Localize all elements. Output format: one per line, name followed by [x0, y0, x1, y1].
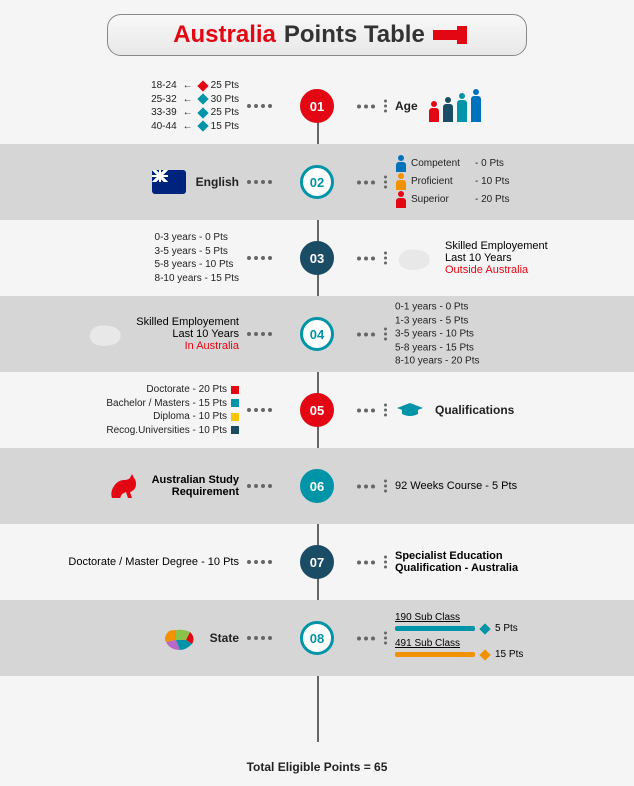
section-02: 02 English Competent - 0 PtsProficient - 1… — [0, 144, 634, 220]
dots-right — [357, 632, 387, 645]
data-rows: 0-3 years - 0 Pts3-5 years - 5 Pts5-8 ye… — [155, 231, 239, 285]
dash-icon — [433, 30, 461, 40]
dots-right — [357, 556, 387, 569]
node-01: 01 — [300, 89, 334, 123]
section-06: 06 Australian StudyRequirement 92 Weeks Co… — [0, 448, 634, 524]
data-rows: Doctorate - 20 Pts Bachelor / Masters - … — [106, 383, 239, 437]
dots-left — [247, 256, 272, 260]
sub-class-bars: 190 Sub Class 5 Pts 491 Sub Class 15 Pts — [395, 612, 523, 664]
right-content-08: 190 Sub Class 5 Pts 491 Sub Class 15 Pts — [395, 612, 523, 664]
australia-map-icon — [160, 622, 200, 654]
section-04: 04 Skilled EmployementLast 10 YearsIn Aus… — [0, 296, 634, 372]
side-label: Age — [395, 99, 418, 113]
side-label: State — [210, 631, 239, 645]
left-content-03: 0-3 years - 0 Pts3-5 years - 5 Pts5-8 ye… — [155, 231, 239, 285]
dots-left — [247, 332, 272, 336]
dots-left — [247, 636, 272, 640]
australia-icon — [86, 318, 126, 350]
section-05: 05 Doctorate - 20 Pts Bachelor / Masters … — [0, 372, 634, 448]
dots-left — [247, 104, 272, 108]
data-rows: 18-24 ← 25 Pts25-32 ← 30 Pts33-39 ← 25 P… — [151, 79, 239, 133]
dots-right — [357, 252, 387, 265]
title-box: Australia Points Table — [107, 14, 527, 56]
dots-right — [357, 328, 387, 341]
dots-right — [357, 100, 387, 113]
node-07: 07 — [300, 545, 334, 579]
side-lines: Skilled EmployementLast 10 YearsIn Austr… — [136, 316, 239, 352]
flag-icon — [152, 170, 186, 194]
node-04: 04 — [300, 317, 334, 351]
title-part-1: Australia — [173, 21, 276, 49]
right-content-07: Specialist EducationQualification - Aust… — [395, 550, 518, 574]
side-label: English — [196, 175, 239, 189]
section-07: 07 Doctorate / Master Degree - 10 Pts Spec… — [0, 524, 634, 600]
dots-right — [357, 176, 387, 189]
dots-right — [357, 404, 387, 417]
right-content-06: 92 Weeks Course - 5 Pts — [395, 480, 517, 492]
node-02: 02 — [300, 165, 334, 199]
dots-left — [247, 408, 272, 412]
sections-container: 01 18-24 ← 25 Pts25-32 ← 30 Pts33-39 ← 25… — [0, 64, 634, 676]
people-icons — [428, 89, 482, 123]
side-text: 92 Weeks Course - 5 Pts — [395, 480, 517, 492]
node-03: 03 — [300, 241, 334, 275]
left-content-06: Australian StudyRequirement — [108, 472, 239, 500]
dots-left — [247, 560, 272, 564]
node-08: 08 — [300, 621, 334, 655]
right-content-01: Age — [395, 89, 482, 123]
left-content-05: Doctorate - 20 Pts Bachelor / Masters - … — [106, 383, 239, 437]
left-content-04: Skilled EmployementLast 10 YearsIn Austr… — [86, 316, 239, 352]
dots-left — [247, 180, 272, 184]
australia-icon — [395, 242, 435, 274]
dots-left — [247, 484, 272, 488]
node-06: 06 — [300, 469, 334, 503]
right-content-04: 0-1 years - 0 Pts1-3 years - 5 Pts3-5 ye… — [395, 300, 479, 368]
right-content-05: Qualifications — [395, 401, 514, 419]
side-text: Doctorate / Master Degree - 10 Pts — [68, 556, 239, 568]
dots-right — [357, 480, 387, 493]
kangaroo-icon — [108, 472, 142, 500]
node-05: 05 — [300, 393, 334, 427]
side-label: Qualifications — [435, 403, 514, 417]
graduation-cap-icon — [395, 401, 425, 419]
right-content-02: Competent - 0 PtsProficient - 10 PtsSupe… — [395, 155, 509, 209]
section-08: 08 State 190 Sub Class 5 Pts 491 Sub Clas… — [0, 600, 634, 676]
left-content-07: Doctorate / Master Degree - 10 Pts — [68, 556, 239, 568]
side-lines: Skilled EmployementLast 10 YearsOutside … — [445, 240, 548, 276]
right-content-03: Skilled EmployementLast 10 YearsOutside … — [395, 240, 548, 276]
left-content-01: 18-24 ← 25 Pts25-32 ← 30 Pts33-39 ← 25 P… — [151, 79, 239, 133]
left-content-02: English — [152, 170, 239, 194]
left-content-08: State — [160, 622, 239, 654]
side-lines: Specialist EducationQualification - Aust… — [395, 550, 518, 574]
data-rows: 0-1 years - 0 Pts1-3 years - 5 Pts3-5 ye… — [395, 300, 479, 368]
section-01: 01 18-24 ← 25 Pts25-32 ← 30 Pts33-39 ← 25… — [0, 68, 634, 144]
title-part-2: Points Table — [284, 21, 425, 49]
section-03: 03 0-3 years - 0 Pts3-5 years - 5 Pts5-8 … — [0, 220, 634, 296]
side-lines: Australian StudyRequirement — [152, 474, 239, 498]
data-rows: Competent - 0 PtsProficient - 10 PtsSupe… — [395, 155, 509, 209]
